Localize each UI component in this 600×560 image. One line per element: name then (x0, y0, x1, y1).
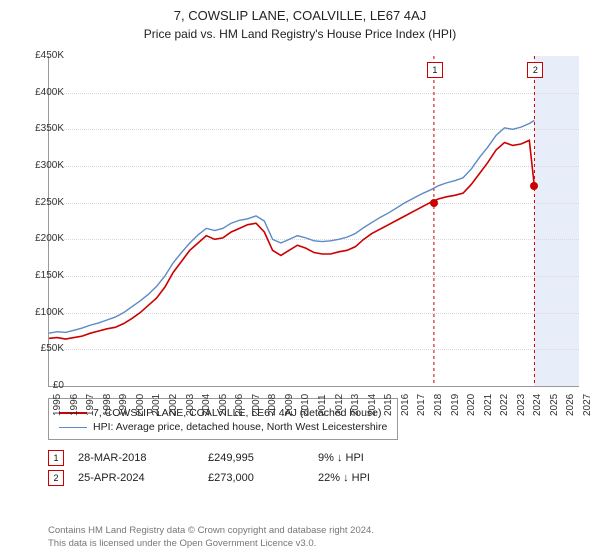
attribution-footer: Contains HM Land Registry data © Crown c… (48, 525, 578, 550)
x-axis-label: 1999 (118, 394, 129, 416)
event-badge: 2 (48, 470, 64, 486)
x-axis-label: 1998 (102, 394, 113, 416)
x-axis-label: 2007 (251, 394, 262, 416)
event-marker: 2 (527, 62, 543, 78)
y-axis-label: £300K (20, 160, 64, 171)
y-axis-label: £0 (20, 380, 64, 391)
x-axis-label: 2017 (416, 394, 427, 416)
x-axis-label: 2026 (565, 394, 576, 416)
x-axis-label: 2011 (317, 394, 328, 416)
x-axis-label: 2010 (300, 394, 311, 416)
y-axis-label: £450K (20, 50, 64, 61)
x-axis-label: 2008 (267, 394, 278, 416)
x-axis-label: 2001 (151, 394, 162, 416)
y-axis-label: £350K (20, 123, 64, 134)
x-axis-label: 2018 (433, 394, 444, 416)
y-axis-label: £200K (20, 233, 64, 244)
x-axis-label: 2025 (549, 394, 560, 416)
event-badge: 1 (48, 450, 64, 466)
x-axis-label: 2006 (234, 394, 245, 416)
x-axis-label: 2027 (582, 394, 593, 416)
x-axis-label: 2022 (499, 394, 510, 416)
x-axis-label: 2000 (135, 394, 146, 416)
event-pct: 9% ↓ HPI (318, 452, 428, 464)
x-axis-label: 2021 (483, 394, 494, 416)
footer-line: Contains HM Land Registry data © Crown c… (48, 525, 578, 537)
x-axis-label: 2019 (450, 394, 461, 416)
x-axis-label: 2024 (532, 394, 543, 416)
x-axis-label: 2002 (168, 394, 179, 416)
x-axis-label: 2003 (185, 394, 196, 416)
y-axis-label: £400K (20, 87, 64, 98)
event-price: £249,995 (208, 452, 318, 464)
y-axis-label: £50K (20, 343, 64, 354)
x-axis-label: 2004 (201, 394, 212, 416)
event-row: 1 28-MAR-2018£249,9959% ↓ HPI (48, 450, 578, 466)
event-date: 25-APR-2024 (78, 472, 208, 484)
y-axis-label: £150K (20, 270, 64, 281)
line-chart: 12 (48, 56, 579, 387)
sale-events-table: 1 28-MAR-2018£249,9959% ↓ HPI 2 25-APR-2024… (48, 446, 578, 490)
y-axis-label: £250K (20, 197, 64, 208)
x-axis-label: 2012 (334, 394, 345, 416)
x-axis-label: 2009 (284, 394, 295, 416)
x-axis-label: 2013 (350, 394, 361, 416)
x-axis-label: 2014 (367, 394, 378, 416)
chart-subtitle: Price paid vs. HM Land Registry's House … (0, 23, 600, 41)
event-pct: 22% ↓ HPI (318, 472, 428, 484)
event-dot (530, 182, 538, 190)
x-axis-label: 1995 (52, 394, 63, 416)
x-axis-label: 2015 (383, 394, 394, 416)
x-axis-label: 1996 (69, 394, 80, 416)
x-axis-label: 2020 (466, 394, 477, 416)
event-row: 2 25-APR-2024£273,00022% ↓ HPI (48, 470, 578, 486)
event-dot (430, 199, 438, 207)
x-axis-label: 2005 (218, 394, 229, 416)
chart-title: 7, COWSLIP LANE, COALVILLE, LE67 4AJ (0, 0, 600, 23)
x-axis-label: 1997 (85, 394, 96, 416)
event-date: 28-MAR-2018 (78, 452, 208, 464)
footer-line: This data is licensed under the Open Gov… (48, 538, 578, 550)
event-marker: 1 (427, 62, 443, 78)
y-axis-label: £100K (20, 307, 64, 318)
x-axis-label: 2023 (516, 394, 527, 416)
event-price: £273,000 (208, 472, 318, 484)
x-axis-label: 2016 (400, 394, 411, 416)
legend-item: HPI: Average price, detached house, Nort… (59, 421, 387, 433)
